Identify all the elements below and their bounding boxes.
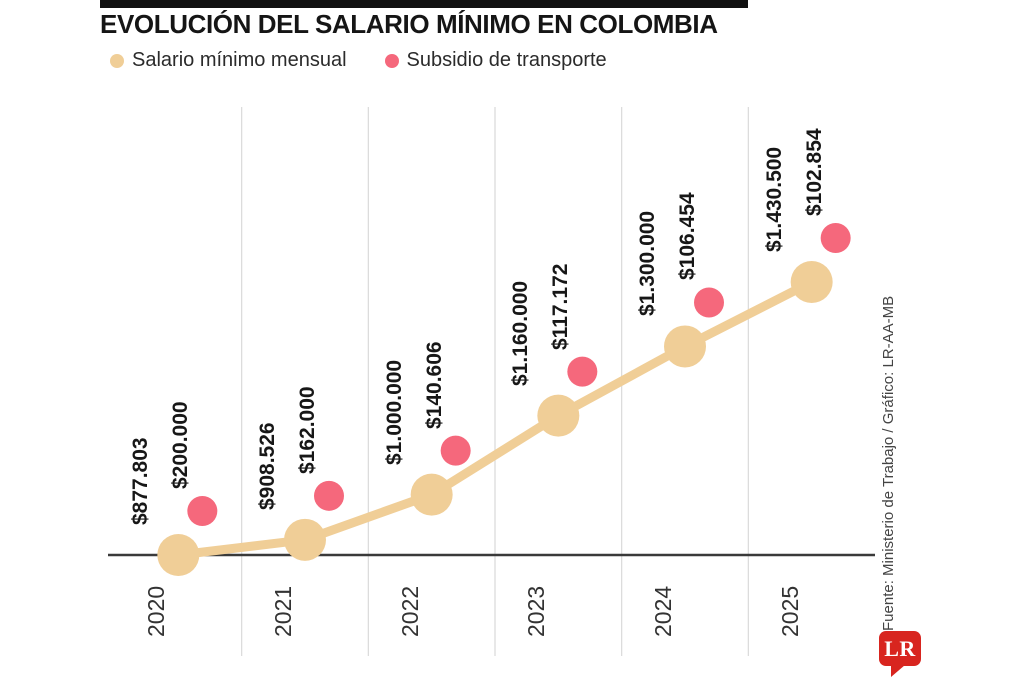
salary-value-label: $1.000.000 [382,359,406,465]
year-axis-label: 2020 [143,585,170,637]
legend-label-subsidio-transporte: Subsidio de transporte [406,49,607,71]
subsidy-series-dot-icon [384,53,399,68]
salary-series-dot-icon [110,53,124,68]
lr-logo-tail-icon [891,665,905,677]
year-axis-label: 2024 [650,585,676,637]
subsidy-point-marker [440,435,471,466]
title-top-rule [100,0,748,8]
salary-value-label: $1.430.500 [762,146,786,252]
salary-point-marker [157,534,200,576]
salary-value-label: $877.803 [129,437,153,525]
salary-point-marker [284,518,326,561]
subsidy-point-marker [820,223,851,253]
salary-value-label: $1.160.000 [509,280,533,386]
year-axis-label: 2023 [523,585,550,637]
year-axis-label: 2025 [776,585,803,637]
salary-value-label: $908.526 [256,422,279,510]
chart-title: EVOLUCIÓN DEL SALARIO MÍNIMO EN COLOMBIA [100,9,718,39]
legend-item-salario-minimo: Salario mínimo mensual [110,49,347,72]
subsidy-value-label: $102.854 [802,128,826,216]
subsidy-value-label: $140.606 [422,341,446,429]
lr-logo-text: LR [884,635,916,661]
salary-point-marker [537,394,580,437]
subsidy-point-marker [314,480,344,511]
salary-point-marker [664,325,706,368]
salary-point-marker [790,261,833,303]
year-axis-label: 2021 [270,585,296,637]
source-credit: Fuente: Ministerio de Trabajo / Gráfico:… [880,295,897,631]
lr-logo: LR [879,631,921,677]
legend-label-salario-minimo: Salario mínimo mensual [132,49,347,71]
salary-point-marker [410,473,453,516]
subsidy-value-label: $106.454 [676,192,699,281]
subsidy-point-marker [694,287,724,318]
subsidy-value-label: $162.000 [296,386,319,474]
subsidy-value-label: $117.172 [549,263,573,350]
salary-trend-line [173,277,817,560]
subsidy-value-label: $200.000 [169,401,193,489]
year-axis-label: 2022 [396,585,423,637]
salary-value-label: $1.300.000 [636,211,659,317]
subsidy-point-marker [567,356,598,387]
legend: Salario mínimo mensual Subsidio de trans… [110,49,607,72]
subsidy-point-marker [187,496,218,526]
legend-item-subsidio-transporte: Subsidio de transporte [384,49,607,72]
